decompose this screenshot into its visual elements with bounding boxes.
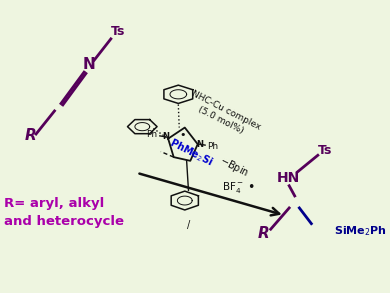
Text: •: • (180, 130, 186, 140)
Text: HN: HN (277, 171, 300, 185)
Text: N: N (196, 140, 203, 149)
Text: NHC-Cu complex
(5.0 mol%): NHC-Cu complex (5.0 mol%) (185, 89, 262, 142)
Text: PhMe$_2$Si: PhMe$_2$Si (167, 136, 215, 169)
Text: Ph: Ph (146, 130, 157, 139)
Text: $-$Bpin: $-$Bpin (217, 153, 251, 180)
Text: SiMe$_2$Ph: SiMe$_2$Ph (333, 224, 386, 238)
Text: Ts: Ts (318, 144, 332, 157)
Text: N: N (82, 57, 95, 72)
Text: R: R (257, 226, 269, 241)
Text: BF$_4^-$: BF$_4^-$ (222, 180, 244, 195)
Text: N: N (162, 132, 169, 141)
Text: Ts: Ts (111, 25, 126, 38)
Text: R: R (25, 128, 36, 143)
Text: /: / (187, 219, 190, 230)
Text: •: • (248, 181, 255, 194)
Text: Ph: Ph (207, 142, 218, 151)
Text: R= aryl, alkyl
and heterocycle: R= aryl, alkyl and heterocycle (4, 197, 124, 228)
